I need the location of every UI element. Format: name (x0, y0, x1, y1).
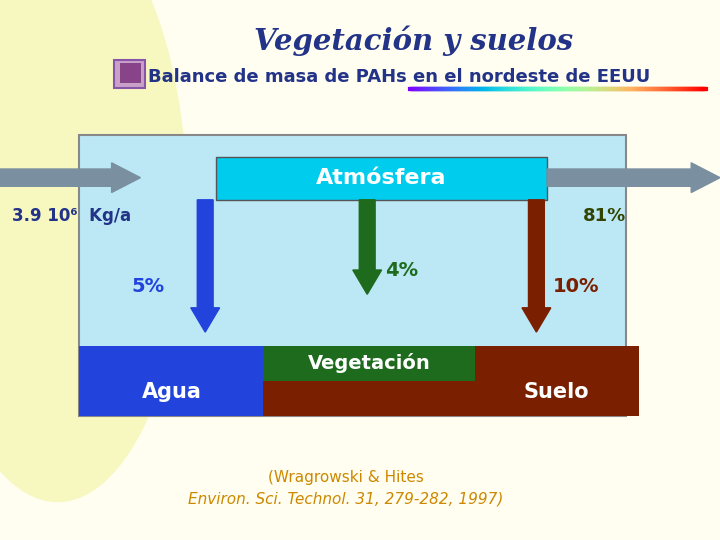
Bar (79, 135, 626, 416)
Text: 81%: 81% (583, 207, 626, 225)
Text: Agua: Agua (141, 381, 202, 402)
Bar (216, 157, 547, 200)
Bar (263, 381, 639, 416)
Text: Atmósfera: Atmósfera (316, 168, 447, 188)
Ellipse shape (0, 0, 187, 502)
Bar (79, 346, 263, 416)
Text: Vegetación y suelos: Vegetación y suelos (254, 25, 574, 56)
Bar (263, 346, 475, 381)
FancyBboxPatch shape (114, 60, 145, 88)
Text: Vegetación: Vegetación (308, 353, 431, 373)
Text: Environ. Sci. Technol. 31, 279-282, 1997): Environ. Sci. Technol. 31, 279-282, 1997… (188, 492, 503, 507)
Bar (475, 346, 639, 416)
FancyArrow shape (522, 200, 551, 332)
FancyBboxPatch shape (120, 63, 141, 83)
Text: (Wragrowski & Hites: (Wragrowski & Hites (268, 470, 423, 485)
FancyArrow shape (547, 163, 720, 192)
Text: 4%: 4% (385, 260, 418, 280)
FancyArrow shape (0, 163, 140, 192)
Text: 3.9 10⁶  Kg/a: 3.9 10⁶ Kg/a (12, 207, 132, 225)
FancyArrow shape (191, 200, 220, 332)
Text: Balance de masa de PAHs en el nordeste de EEUU: Balance de masa de PAHs en el nordeste d… (148, 68, 651, 86)
FancyArrow shape (353, 200, 382, 294)
Text: 5%: 5% (131, 276, 164, 296)
Text: 10%: 10% (553, 276, 600, 296)
Text: Suelo: Suelo (523, 381, 590, 402)
